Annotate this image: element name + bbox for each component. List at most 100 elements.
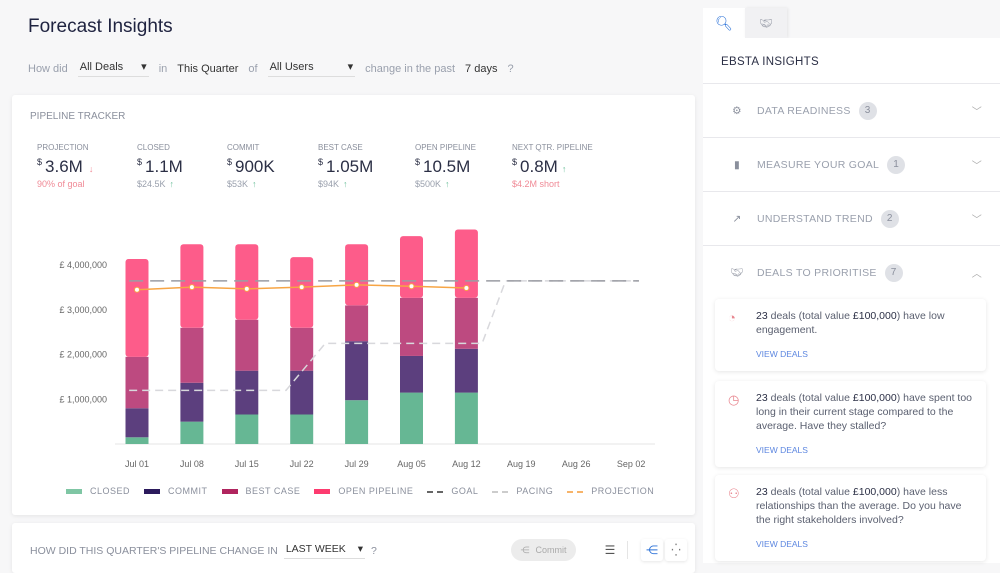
caret-down-icon: ▾ <box>141 61 147 73</box>
kpi-sub: $500K ↑ <box>415 179 450 189</box>
projection-point <box>463 284 470 291</box>
legend-best-case[interactable]: BEST CASE <box>221 486 301 496</box>
legend-pacing[interactable]: PACING <box>492 486 553 496</box>
kpi-label: CLOSED <box>137 143 170 152</box>
bar-commit <box>454 348 478 393</box>
chevron-down-icon[interactable]: ﹀ <box>971 107 982 118</box>
bar-open-pipeline <box>235 244 259 320</box>
filter-settings-icon[interactable]: ☰ <box>604 543 616 557</box>
days-value[interactable]: 7 days <box>465 62 498 75</box>
kpi-projection: PROJECTION $3.6M ↓ 90% of goal <box>37 143 93 189</box>
help-icon[interactable]: ? <box>371 545 377 557</box>
chevron-down-icon[interactable]: ﹀ <box>971 215 982 226</box>
bar-closed <box>400 392 423 444</box>
period-dropdown-value: LAST WEEK <box>285 543 346 555</box>
bar-closed <box>125 437 149 444</box>
filter-bar: How did All Deals ▾ in This Quarter of Al… <box>28 60 514 77</box>
question-text: HOW DID THIS QUARTER'S PIPELINE CHANGE I… <box>30 545 278 557</box>
legend-closed[interactable]: CLOSED <box>66 486 130 496</box>
bar-best-case <box>400 297 423 356</box>
commit-button[interactable]: ⋲ Commit <box>511 539 576 561</box>
flow-view-icon[interactable]: ⋲ <box>641 539 663 561</box>
bar-chart-icon: ▮ <box>733 158 741 171</box>
kpi-sub: $94K ↑ <box>318 179 348 189</box>
x-tick-label: Sep 02 <box>617 459 646 469</box>
tab-deals[interactable]: 🤝︎ <box>745 8 787 38</box>
section-understand-trend[interactable]: ↗ UNDERSTAND TREND 2 ﹀ <box>703 191 1000 245</box>
view-deals-link[interactable]: VIEW DEALS <box>756 445 808 455</box>
users-dropdown[interactable]: All Users ▾ <box>267 60 356 77</box>
bar-best-case <box>235 319 259 371</box>
bar-best-case <box>454 297 478 349</box>
pipeline-change-question: HOW DID THIS QUARTER'S PIPELINE CHANGE I… <box>30 543 377 559</box>
bar-commit <box>180 382 204 422</box>
insight-text: 23 deals (total value £100,000) have low… <box>756 310 945 336</box>
deals-dropdown[interactable]: All Deals ▾ <box>77 60 149 77</box>
period-value: This Quarter <box>177 62 239 75</box>
projection-point <box>134 286 140 293</box>
help-icon[interactable]: ? <box>507 62 514 75</box>
bar-open-pipeline <box>125 258 149 357</box>
y-tick-label: £ 2,000,000 <box>59 350 107 360</box>
kpi-label: BEST CASE <box>318 143 363 152</box>
kpi-value: $1.1M <box>137 157 183 176</box>
section-label: DATA READINESS <box>757 104 851 117</box>
bar-commit <box>290 370 314 415</box>
panel-tabs: 🔍︎ 🤝︎ <box>703 8 787 38</box>
people-icon: ⚇ <box>728 486 740 501</box>
y-tick-label: £ 1,000,000 <box>59 394 107 404</box>
x-tick-label: Jul 08 <box>180 459 204 469</box>
legend-goal[interactable]: GOAL <box>427 486 478 496</box>
insight-card: ◷ 23 deals (total value £100,000) have sp… <box>715 381 986 467</box>
projection-point <box>243 285 250 292</box>
pacing-line <box>129 280 639 392</box>
section-data-readiness[interactable]: ⚙ DATA READINESS 3 ﹀ <box>703 83 1000 137</box>
x-tick-label: Aug 05 <box>397 459 426 469</box>
count-badge: 1 <box>887 155 906 174</box>
view-deals-link[interactable]: VIEW DEALS <box>756 539 808 549</box>
projection-point <box>353 281 360 288</box>
gauge-icon: ◔ <box>728 310 736 325</box>
section-deals-to-prioritise[interactable]: 🤝︎ DEALS TO PRIORITISE 7 ︿ <box>703 245 1000 299</box>
x-tick-label: Aug 19 <box>507 459 536 469</box>
arrow-down-icon: ↓ <box>88 164 94 174</box>
users-value: All Users <box>269 60 314 73</box>
scatter-view-icon[interactable]: ⁛ <box>665 539 687 561</box>
x-tick-label: Jul 29 <box>345 459 369 469</box>
section-measure-your-goal[interactable]: ▮ MEASURE YOUR GOAL 1 ﹀ <box>703 137 1000 191</box>
section-label: UNDERSTAND TREND <box>757 212 873 225</box>
trend-icon: ↗ <box>732 212 742 225</box>
chevron-up-icon[interactable]: ︿ <box>971 269 982 280</box>
legend-open-pipeline[interactable]: OPEN PIPELINE <box>314 486 413 496</box>
view-deals-link[interactable]: VIEW DEALS <box>756 349 808 359</box>
kpi-label: PROJECTION <box>37 143 89 152</box>
kpi-sub: 90% of goal <box>37 179 85 189</box>
arrow-up-icon: ↑ <box>169 179 175 189</box>
arrow-up-icon: ↑ <box>252 179 257 189</box>
divider <box>627 541 628 559</box>
chevron-down-icon[interactable]: ﹀ <box>971 161 982 172</box>
bar-commit <box>400 355 423 393</box>
x-tick-label: Jul 22 <box>290 459 314 469</box>
bar-closed <box>290 414 314 444</box>
filter-prefix: How did <box>28 62 68 75</box>
projection-point <box>298 284 305 291</box>
y-tick-label: £ 3,000,000 <box>59 305 107 315</box>
kpi-closed: CLOSED $1.1M $24.5K ↑ <box>137 143 183 189</box>
period-dropdown[interactable]: LAST WEEK ▾ <box>283 543 366 559</box>
kpi-value: $900K <box>227 157 275 176</box>
bar-open-pipeline <box>400 236 423 298</box>
legend-commit[interactable]: COMMIT <box>144 486 208 496</box>
tracker-title: PIPELINE TRACKER <box>30 111 126 122</box>
kpi-sub: $24.5K ↑ <box>137 179 175 189</box>
kpi-sub: $53K ↑ <box>227 179 257 189</box>
tab-insights[interactable]: 🔍︎ <box>703 8 745 38</box>
commit-label: Commit <box>535 545 567 555</box>
legend-projection[interactable]: PROJECTION <box>567 486 654 496</box>
arrow-up-icon: ↑ <box>561 164 567 174</box>
kpi-sub: $4.2M short <box>512 179 560 189</box>
count-badge: 7 <box>884 263 903 282</box>
section-label: MEASURE YOUR GOAL <box>757 158 880 171</box>
bar-commit <box>345 341 369 401</box>
bar-open-pipeline <box>290 257 314 328</box>
